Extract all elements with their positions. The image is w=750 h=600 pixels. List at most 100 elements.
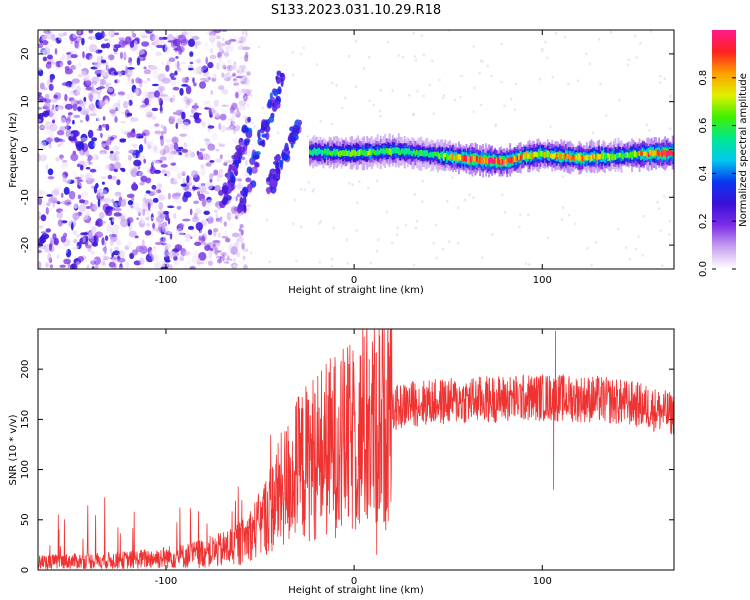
spectrogram-cell [151,184,157,190]
spectrogram-cell [80,149,83,157]
spectrogram-cell [133,159,142,167]
spectrogram-cell [102,190,108,195]
spectrogram-cell [160,266,166,269]
spectrogram-cell [74,40,79,49]
spectrogram-cell [105,30,114,37]
spectrogram-cell [527,213,530,217]
spectrogram-cell [415,219,418,223]
spectrogram-cell [258,45,261,49]
spectrogram-cell [105,99,109,106]
spectrogram-cell [79,137,88,142]
spectrogram-cell [111,218,116,223]
spectrogram-ridge-cell [613,154,615,160]
spectrogram-cell [90,154,99,158]
spectrogram-cell [38,261,42,269]
spectrogram-cell [151,216,157,220]
spectrogram-ridge-cell [587,155,590,161]
spectrogram-ridge-cell [462,155,465,162]
spectrogram-ridge-cell [372,148,375,154]
spectrogram-cell [181,171,186,176]
spectrogram-cell [481,60,484,63]
spectrogram-cell [128,99,133,106]
spectrogram-cell [38,92,42,97]
spectrogram-cell [114,161,122,170]
spectrogram-cell [457,241,460,245]
spectrogram-cell [588,62,591,66]
spectrogram-cell [246,166,253,174]
spectrogram-ridge-cell [632,151,635,157]
spectrogram-ridge-cell [319,149,322,154]
spectrogram-ridge-cell [619,152,621,158]
spectrogram-cell [245,159,248,166]
spectrogram-cell [91,185,95,189]
spectrogram-cell [193,250,199,257]
spectrogram-cell [38,118,42,123]
spectrogram-cell [112,202,118,208]
spectrogram-ridge-cell [661,150,664,157]
spectrogram-cell [279,72,285,78]
spectrogram-ridge-cell [315,148,317,156]
spectrogram-cell [649,30,652,33]
spectrogram-cell [173,142,179,151]
spectrogram-cell [173,212,177,220]
spectrogram-cell [200,164,205,169]
spectrogram-cell [144,230,152,236]
spectrogram-cell [441,247,445,251]
spectrogram-cell [72,212,80,220]
spectrogram-cell [152,160,160,168]
spectrogram-cell [74,130,79,138]
spectrogram-ridge-cell [643,151,645,157]
spectrogram-cell [293,198,297,202]
spectrogram-cell [116,216,122,224]
spectrogram-cell [237,68,243,74]
spectrogram-cell [93,141,98,148]
spectrogram-cell [147,202,151,211]
spectrogram-cell [156,39,165,44]
spectrogram-ridge-cell [417,151,420,158]
spectrogram-cell [107,174,113,180]
spectrogram-cell [191,137,195,143]
spectrogram-cell [197,182,206,189]
spectrogram-cell [108,182,113,191]
spectrogram-cell [77,256,84,262]
spectrogram-cell [551,76,554,79]
spectrogram-cell [229,125,235,131]
spectrogram-cell [554,31,558,35]
spectrogram-xtick-label: 0 [351,275,357,286]
spectrogram-cell [53,94,58,99]
spectrogram-cell [154,169,161,174]
spectrogram-ridge-cell [628,153,630,159]
spectrogram-cell [375,249,378,253]
spectrogram-ridge-cell [322,150,325,155]
spectrogram-cell [274,101,281,109]
spectrogram-cell [226,59,233,65]
spectrogram-cell [132,181,137,190]
spectrogram-cell [89,44,98,53]
spectrogram-ridge-cell [412,149,415,154]
spectrogram-cell [96,116,103,123]
spectrogram-ridge-cell [593,154,596,159]
spectrogram-cell [56,254,60,259]
spectrogram-cell [351,183,354,187]
spectrogram-cell [202,65,207,70]
spectrogram-cell [222,244,231,254]
spectrogram-cell [136,217,139,220]
spectrogram-cell [159,156,167,161]
spectrogram-cell [212,240,221,244]
spectrogram-ridge-cell [444,151,447,164]
spectrogram-ridge-cell [363,150,366,156]
spectrogram-cell [78,179,84,183]
spectrogram-ridge-cell [373,150,376,155]
spectrogram-cell [92,178,95,183]
spectrogram-cell [81,178,87,182]
spectrogram-cell [177,152,183,156]
spectrogram-cell [192,231,197,238]
spectrogram-cell [202,100,211,104]
spectrogram-cell [130,205,134,209]
spectrogram-ridge-cell [476,155,478,162]
spectrogram-ridge-cell [555,153,558,160]
spectrogram-cell [173,233,181,240]
spectrogram-cell [378,109,382,113]
spectrogram-cell [46,194,53,197]
snr-ytick-label: 0 [20,567,31,573]
